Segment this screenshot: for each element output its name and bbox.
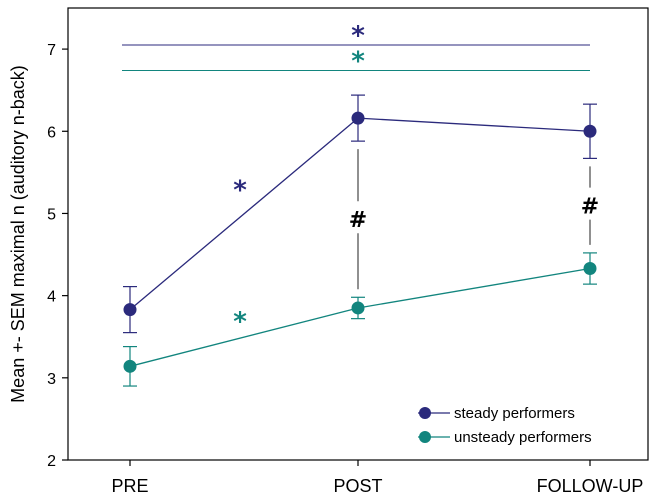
segment-significance-star: * xyxy=(233,176,247,206)
annotations: ****## xyxy=(122,21,599,337)
series-group xyxy=(123,94,597,387)
data-point xyxy=(583,262,597,276)
data-point xyxy=(351,111,365,125)
group-difference-marker: # xyxy=(349,208,367,233)
legend: steady performers unsteady performers xyxy=(418,405,592,446)
legend-label: steady performers xyxy=(454,405,575,422)
x-tick-label: FOLLOW-UP xyxy=(537,476,644,496)
y-axis-label: Mean +- SEM maximal n (auditory n-back) xyxy=(8,65,28,403)
y-tick-label: 7 xyxy=(47,42,56,59)
series-line xyxy=(129,267,591,367)
y-tick-label: 4 xyxy=(47,289,56,306)
legend-marker xyxy=(419,431,431,443)
axes: 2 3 4 5 6 7 PRE POST FOLLOW-UP Mean +- SEM maxima… xyxy=(8,7,649,496)
y-tick-label: 3 xyxy=(47,371,56,388)
group-difference-marker: # xyxy=(581,195,599,220)
x-tick-label: PRE xyxy=(111,476,148,496)
x-tick-label: POST xyxy=(333,476,382,496)
data-point xyxy=(351,301,365,315)
legend-marker xyxy=(419,407,431,419)
data-point xyxy=(123,359,137,373)
overall-significance-star: * xyxy=(351,21,365,51)
segment-significance-star: * xyxy=(233,307,247,337)
y-tick-label: 2 xyxy=(47,453,56,470)
legend-label: unsteady performers xyxy=(454,429,592,446)
data-point xyxy=(123,303,137,317)
overall-significance-star: * xyxy=(351,46,365,76)
data-point xyxy=(583,124,597,138)
y-tick-label: 5 xyxy=(47,206,56,223)
y-tick-label: 6 xyxy=(47,124,56,141)
